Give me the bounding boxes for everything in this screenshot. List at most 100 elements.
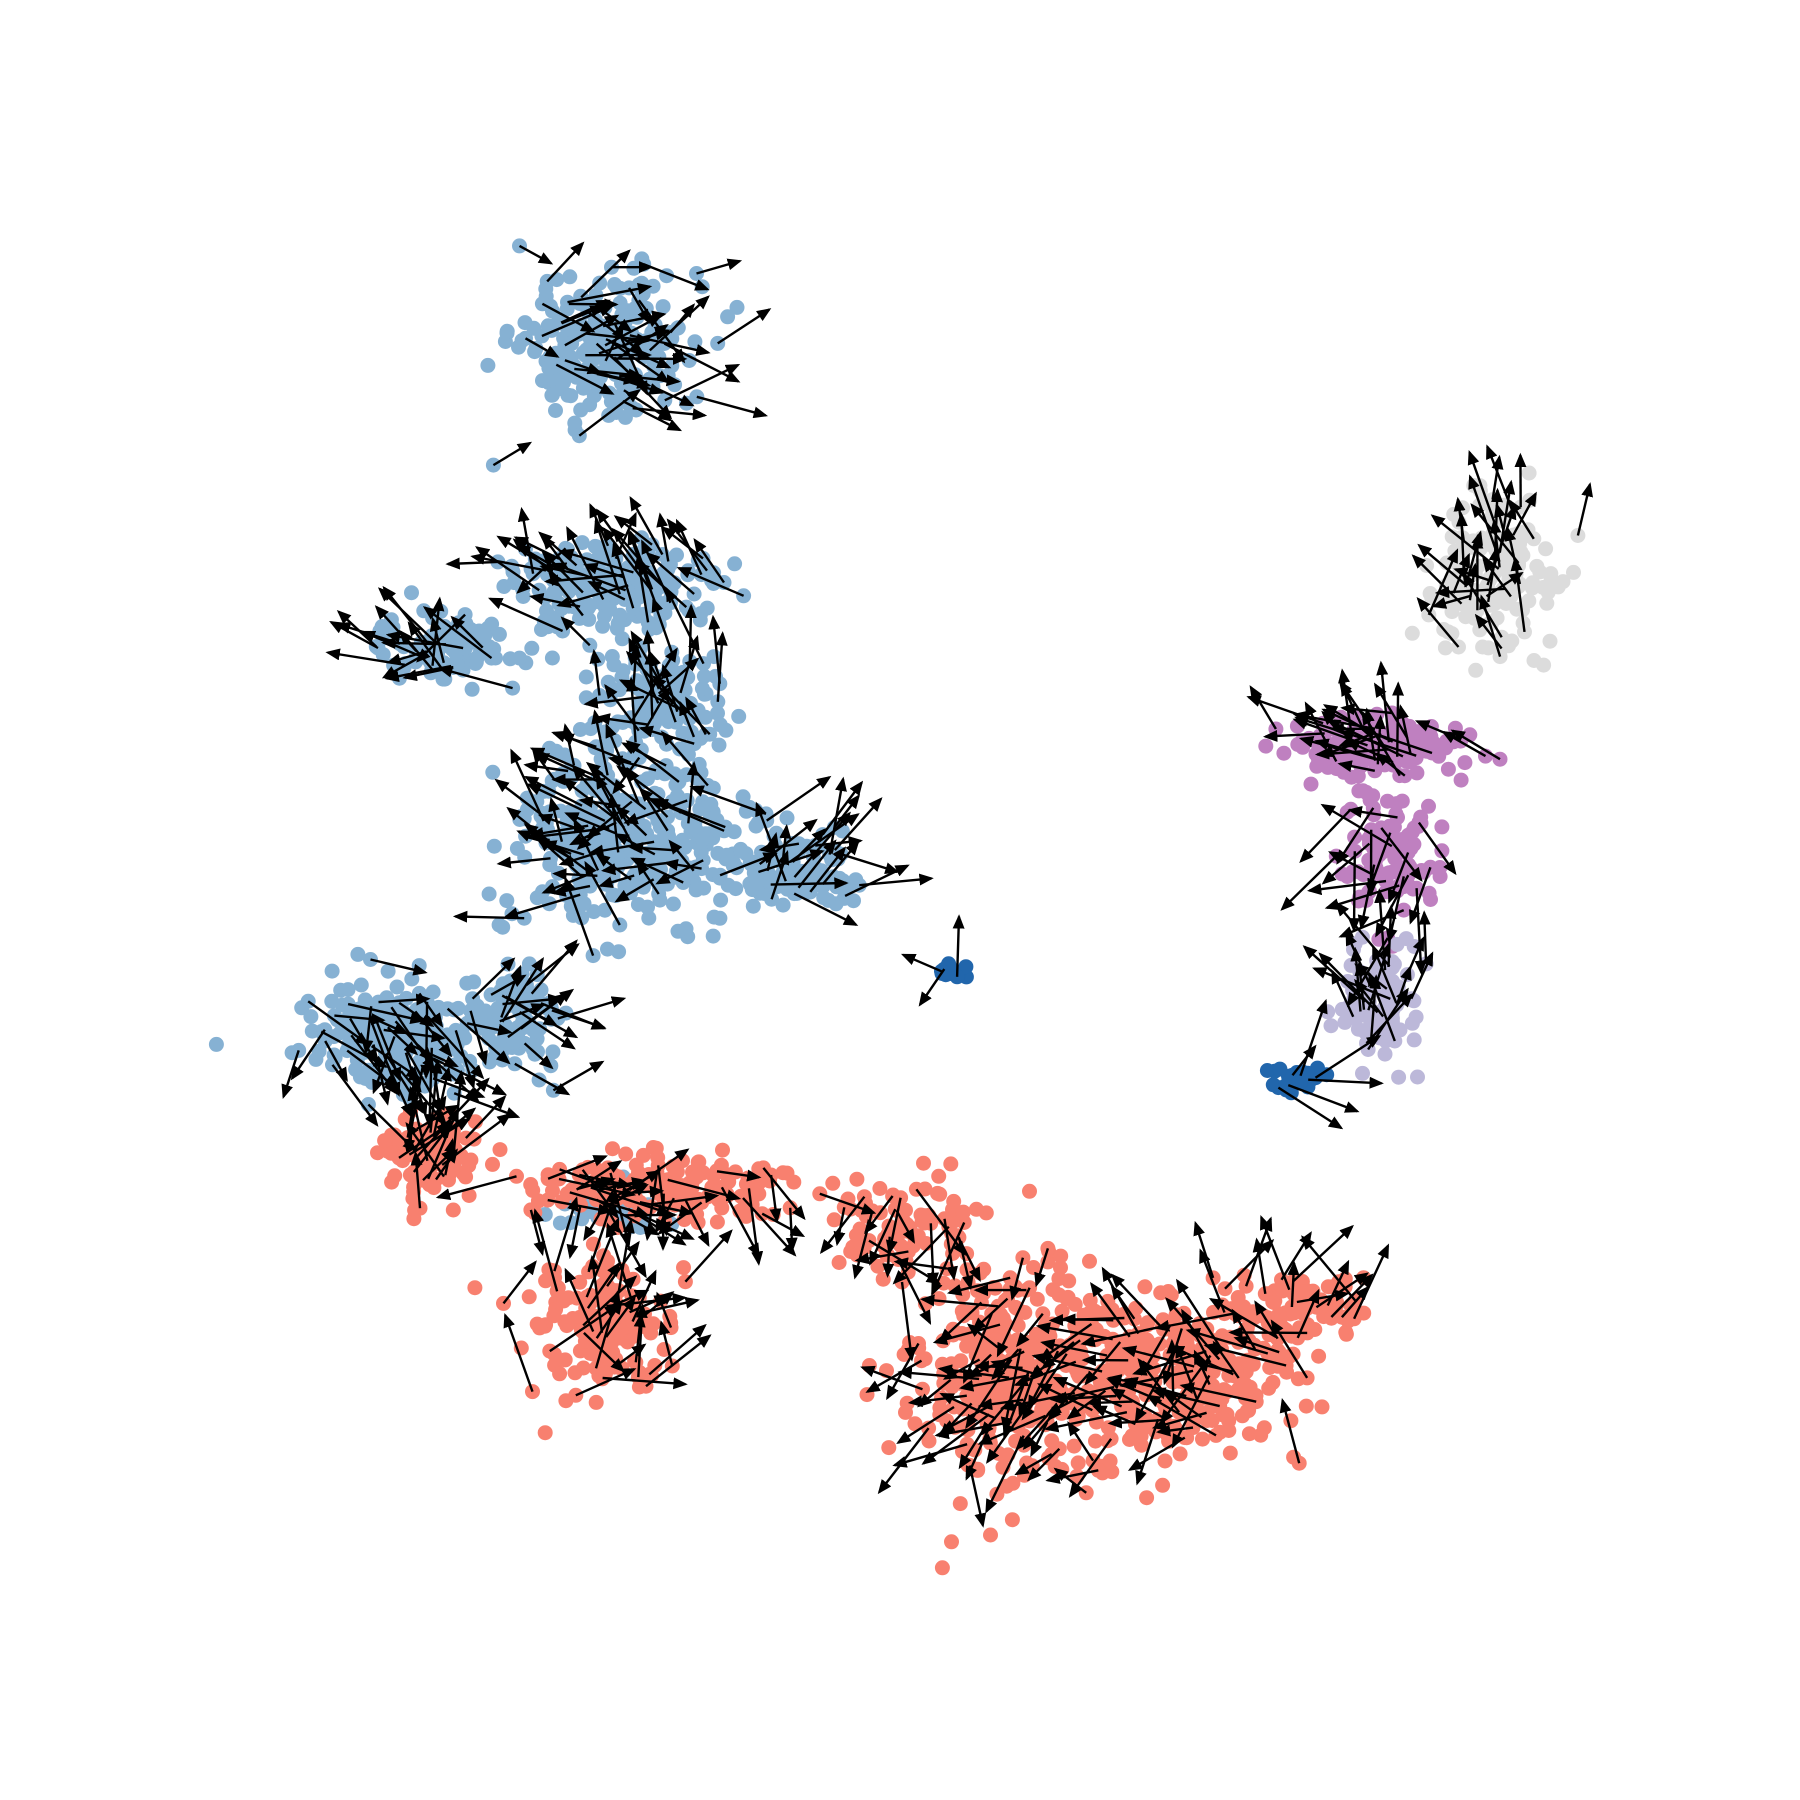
cell-point xyxy=(1122,1432,1137,1447)
cell-point xyxy=(464,681,480,697)
cell-point xyxy=(1300,1317,1315,1333)
velocity-arrow xyxy=(630,857,684,884)
cell-point xyxy=(727,556,743,572)
velocity-arrow xyxy=(614,878,655,903)
velocity-arrow xyxy=(1280,855,1338,911)
cell-point xyxy=(640,771,655,787)
velocity-arrow xyxy=(446,1007,511,1065)
cell-point xyxy=(544,387,560,403)
velocity-arrow xyxy=(956,1235,981,1282)
cell-point xyxy=(1026,1260,1041,1275)
cell-point xyxy=(588,1394,604,1410)
cell-point xyxy=(559,301,575,317)
cell-point xyxy=(779,810,795,826)
cell-point xyxy=(544,650,560,666)
cell-point xyxy=(898,1404,913,1420)
velocity-arrow xyxy=(684,603,697,662)
cell-point xyxy=(537,1425,553,1441)
cell-point xyxy=(931,1168,947,1184)
velocity-arrow xyxy=(432,1066,452,1138)
velocity-arrow xyxy=(586,1261,621,1309)
cell-point xyxy=(1314,1399,1330,1415)
cell-point xyxy=(612,607,628,623)
velocity-arrow xyxy=(660,730,709,787)
cell-point xyxy=(1540,584,1556,600)
velocity-arrow xyxy=(815,835,863,848)
cell-point xyxy=(1423,892,1438,907)
cell-point xyxy=(549,610,565,626)
cell-point xyxy=(598,1365,613,1381)
cell-point xyxy=(872,1181,888,1196)
velocity-arrow xyxy=(561,305,605,325)
velocity-arrow xyxy=(383,1028,446,1043)
cell-point xyxy=(826,1212,842,1228)
cell-point xyxy=(583,721,599,737)
cell-point xyxy=(1155,1477,1171,1493)
velocity-arrow xyxy=(586,800,633,839)
cell-point xyxy=(1082,1305,1098,1321)
velocity-arrow xyxy=(1022,1401,1065,1451)
velocity-arrow xyxy=(558,548,634,574)
cell-point xyxy=(1265,1077,1281,1093)
velocity-arrow xyxy=(628,1148,690,1192)
cell-point xyxy=(1140,1315,1156,1331)
velocity-arrow xyxy=(525,943,580,987)
cell-point xyxy=(559,1318,575,1334)
velocity-arrow xyxy=(566,1204,582,1260)
cell-point xyxy=(562,269,578,285)
cell-point xyxy=(574,535,590,551)
cell-point xyxy=(606,657,622,673)
cell-point xyxy=(749,875,765,891)
velocity-arrow xyxy=(920,1294,999,1308)
cell-point xyxy=(353,977,369,993)
velocity-arrow xyxy=(797,839,837,889)
velocity-arrow xyxy=(347,1002,425,1025)
velocity-arrow xyxy=(516,544,564,573)
cell-point xyxy=(466,974,482,990)
velocity-arrow xyxy=(892,1443,968,1468)
velocity-arrow xyxy=(564,359,603,375)
velocity-arrow xyxy=(1163,1390,1203,1419)
velocity-arrow xyxy=(1015,1313,1044,1348)
cell-point xyxy=(775,897,791,913)
velocity-arrow xyxy=(663,858,702,871)
velocity-arrow xyxy=(556,584,629,608)
cell-point xyxy=(1538,541,1554,557)
velocity-arrow xyxy=(1038,1323,1093,1361)
cell-point xyxy=(1432,869,1448,885)
cell-point xyxy=(597,902,613,918)
velocity-arrow xyxy=(602,526,651,590)
cell-point xyxy=(425,984,441,1000)
cell-point xyxy=(469,650,485,666)
velocity-arrow xyxy=(513,536,560,560)
cell-point xyxy=(610,848,625,864)
velocity-arrow xyxy=(605,1296,636,1338)
cell-point xyxy=(303,1009,319,1025)
velocity-arrow xyxy=(503,893,581,920)
velocity-arrow xyxy=(1296,1288,1320,1339)
cell-point xyxy=(1404,1015,1420,1031)
velocity-arrow xyxy=(1287,1260,1300,1308)
cell-point xyxy=(713,892,729,908)
velocity-arrow xyxy=(854,1250,909,1265)
velocity-arrow xyxy=(1089,1282,1131,1338)
cell-point xyxy=(1053,1260,1068,1276)
cell-point xyxy=(445,1202,461,1218)
velocity-arrow xyxy=(370,958,428,976)
cell-point xyxy=(1015,1250,1031,1266)
velocity-arrow xyxy=(761,1212,806,1237)
cell-point xyxy=(640,899,655,915)
velocity-arrow xyxy=(628,287,650,324)
cell-point xyxy=(748,818,764,834)
cell-point xyxy=(446,1002,462,1018)
cell-point xyxy=(426,1180,442,1196)
velocity-arrow xyxy=(437,665,513,690)
velocity-arrows-layer xyxy=(281,241,1593,1528)
cell-point xyxy=(1462,601,1478,617)
velocity-arrow xyxy=(422,606,493,660)
velocity-arrow xyxy=(585,332,652,346)
velocity-arrow xyxy=(584,860,621,926)
cell-point xyxy=(491,626,507,642)
velocity-arrow xyxy=(1048,1314,1125,1327)
velocity-arrow xyxy=(540,1002,607,1030)
